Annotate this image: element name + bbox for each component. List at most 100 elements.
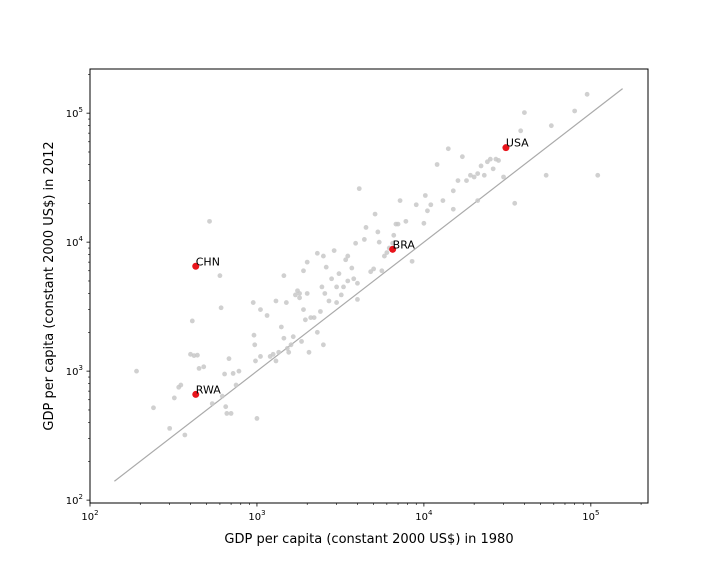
scatter-point bbox=[343, 257, 349, 263]
scatter-point bbox=[501, 174, 506, 180]
scatter-point bbox=[397, 198, 403, 203]
scatter-point bbox=[228, 411, 234, 416]
scatter-point bbox=[440, 198, 446, 203]
scatter-point bbox=[353, 240, 359, 246]
scatter-point bbox=[455, 178, 461, 184]
scatter-point bbox=[450, 188, 456, 194]
scatter-point bbox=[543, 172, 549, 178]
scatter-point bbox=[329, 276, 334, 282]
scatter-point bbox=[314, 329, 320, 335]
scatter-point bbox=[363, 225, 369, 230]
scatter-point bbox=[284, 346, 290, 351]
scatter-point bbox=[490, 166, 496, 172]
scatter-point bbox=[258, 307, 263, 312]
highlight-label-rwa: RWA bbox=[196, 383, 221, 396]
scatter-point bbox=[381, 253, 387, 259]
scatter-point bbox=[318, 309, 323, 314]
scatter-point bbox=[230, 371, 236, 376]
scatter-point bbox=[450, 206, 456, 212]
y-axis-ticks: 102 103 104 105 bbox=[66, 74, 90, 507]
reference-line bbox=[114, 88, 623, 482]
scatter-point bbox=[464, 178, 469, 184]
scatter-point bbox=[403, 218, 409, 224]
scatter-point bbox=[372, 211, 378, 217]
scatter-point bbox=[518, 128, 524, 134]
scatter-point bbox=[252, 342, 258, 348]
scatter-point bbox=[270, 351, 276, 357]
scatter-point bbox=[356, 186, 362, 192]
scatter-point bbox=[207, 218, 212, 224]
scatter-point bbox=[301, 307, 306, 312]
scatter-point bbox=[299, 339, 304, 344]
scatter-point bbox=[222, 371, 227, 377]
scatter-point bbox=[319, 284, 325, 290]
scatter-point bbox=[251, 332, 257, 338]
x-tick-label: 103 bbox=[248, 509, 265, 523]
highlighted-points: CHN RWA BRA USA bbox=[192, 137, 529, 398]
y-tick-label: 102 bbox=[66, 493, 83, 507]
scatter-point bbox=[236, 368, 242, 374]
scatter-point bbox=[496, 158, 501, 163]
scatter-point bbox=[361, 237, 367, 242]
highlight-label-chn: CHN bbox=[196, 255, 220, 268]
scatter-point bbox=[276, 349, 282, 355]
scatter-point bbox=[572, 108, 578, 114]
scatter-point bbox=[320, 253, 326, 259]
scatter-point bbox=[522, 110, 527, 116]
scatter-point bbox=[264, 313, 270, 318]
reference-line-layer bbox=[114, 88, 623, 482]
scatter-point bbox=[434, 162, 440, 167]
scatter-point bbox=[209, 401, 215, 407]
plot-frame bbox=[89, 68, 649, 504]
scatter-point bbox=[471, 174, 477, 180]
scatter-point bbox=[355, 280, 360, 286]
y-tick-label: 105 bbox=[66, 106, 83, 120]
scatter-point bbox=[308, 315, 314, 321]
y-tick-label: 104 bbox=[66, 235, 84, 249]
scatter-point bbox=[226, 356, 232, 362]
scatter-point bbox=[468, 172, 473, 178]
scatter-point bbox=[422, 193, 428, 198]
scatter-point bbox=[390, 240, 396, 246]
scatter-point bbox=[283, 300, 289, 305]
scatter-point bbox=[278, 324, 284, 330]
scatter-point bbox=[345, 253, 351, 259]
x-axis-label: GDP per capita (constant 2000 US$) in 19… bbox=[224, 532, 513, 547]
scatter-point bbox=[371, 266, 377, 272]
scatter-point bbox=[320, 342, 326, 348]
x-tick-label: 105 bbox=[582, 509, 599, 523]
scatter-point bbox=[254, 416, 260, 421]
scatter-point bbox=[290, 334, 296, 340]
scatter-point bbox=[134, 368, 139, 374]
scatter-point bbox=[341, 284, 346, 290]
scatter-point bbox=[297, 295, 302, 301]
scatter-point bbox=[273, 358, 279, 364]
scatter-point bbox=[595, 172, 601, 178]
scatter-point bbox=[301, 268, 306, 274]
scatter-point bbox=[302, 317, 308, 323]
scatter-point bbox=[425, 208, 430, 214]
scatter-point bbox=[281, 273, 287, 279]
scatter-point bbox=[311, 315, 317, 321]
scatter-point bbox=[297, 291, 302, 296]
background-points bbox=[134, 91, 601, 438]
scatter-point bbox=[379, 268, 385, 274]
scatter-point bbox=[338, 292, 344, 298]
x-tick-label: 102 bbox=[81, 509, 98, 523]
scatter-point bbox=[273, 298, 279, 304]
scatter-point bbox=[196, 366, 202, 371]
scatter-point bbox=[512, 200, 518, 206]
scatter-point bbox=[250, 300, 256, 305]
scatter-point bbox=[293, 292, 298, 298]
scatter-point bbox=[487, 156, 493, 162]
scatter-point bbox=[182, 432, 188, 438]
highlight-point-chn bbox=[192, 262, 200, 270]
x-tick-label: 104 bbox=[415, 509, 433, 523]
scatter-point bbox=[253, 358, 258, 364]
scatter-point bbox=[334, 284, 339, 290]
scatter-point bbox=[331, 248, 337, 254]
scatter-point bbox=[475, 171, 481, 177]
scatter-point bbox=[217, 273, 223, 279]
